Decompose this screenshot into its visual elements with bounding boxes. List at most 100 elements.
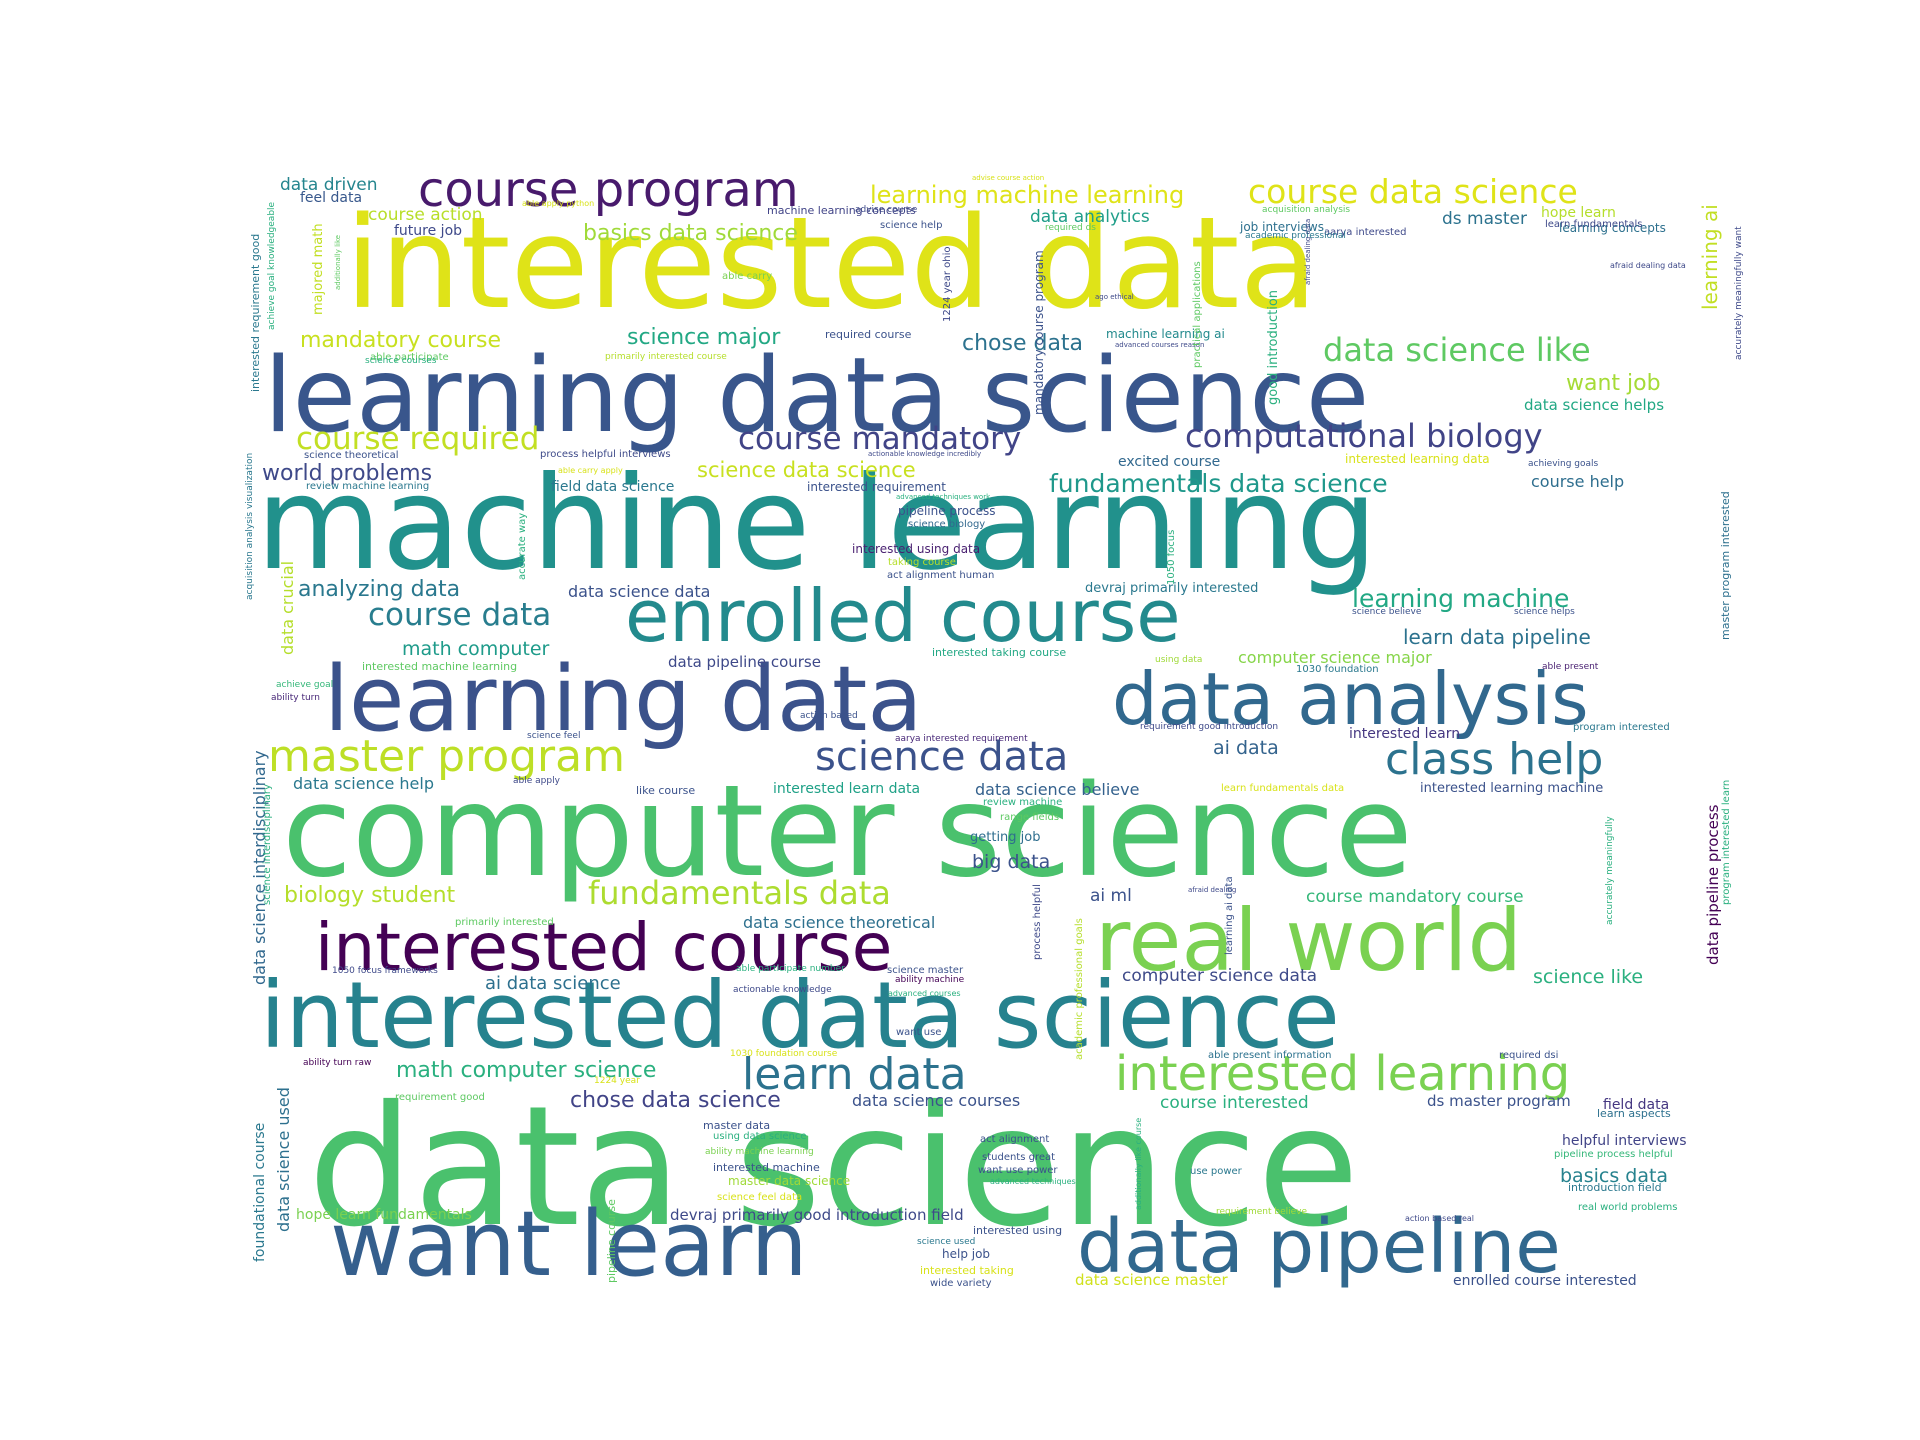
cloud-word: able present information xyxy=(1208,1050,1332,1061)
cloud-word: data science theoretical xyxy=(743,913,936,932)
cloud-word: able present xyxy=(1542,662,1599,672)
cloud-word: advanced courses reason xyxy=(1115,341,1205,349)
cloud-word: data crucial xyxy=(278,560,297,655)
cloud-word: science courses xyxy=(365,356,437,366)
cloud-word: data science data xyxy=(568,582,711,601)
cloud-word: learn data pipeline xyxy=(1403,625,1591,649)
cloud-word: want use xyxy=(896,1027,942,1038)
cloud-word: ai data science xyxy=(485,973,621,994)
cloud-word: aarya interested xyxy=(1324,227,1407,238)
cloud-word: class help xyxy=(1385,734,1604,785)
cloud-word: learning data science xyxy=(264,336,1370,456)
cloud-word: data analysis xyxy=(1112,657,1589,741)
cloud-word: data science like xyxy=(1323,331,1591,369)
cloud-word: able participate number xyxy=(736,964,845,974)
cloud-word: interested machine xyxy=(713,1161,820,1174)
cloud-word: science help xyxy=(880,220,943,231)
cloud-word: course required xyxy=(296,421,540,457)
cloud-word: additionally like xyxy=(334,234,342,290)
cloud-word: primarily interested course xyxy=(605,352,727,362)
cloud-word: learning data xyxy=(324,647,923,752)
cloud-word: interested taking xyxy=(920,1264,1014,1277)
cloud-word: learning ai xyxy=(1698,204,1722,310)
cloud-word: academic professional goals xyxy=(1074,918,1085,1060)
cloud-word: data science xyxy=(308,1071,1360,1264)
cloud-word: future job xyxy=(394,223,463,239)
cloud-word: able apply xyxy=(513,776,560,786)
cloud-word: computer science data xyxy=(1122,966,1318,986)
cloud-word: course action xyxy=(368,205,483,225)
cloud-word: fundamentals data science xyxy=(1049,469,1388,498)
cloud-word: enrolled course interested xyxy=(1453,1273,1637,1289)
cloud-word: advanced techniques work xyxy=(896,493,991,501)
cloud-word: want job xyxy=(1566,371,1661,396)
cloud-word: science theoretical xyxy=(304,450,399,461)
cloud-word: act alignment xyxy=(980,1134,1050,1145)
cloud-word: basics data xyxy=(1560,1165,1669,1187)
cloud-word: enrolled course xyxy=(625,574,1181,658)
cloud-word: wide variety xyxy=(930,1278,992,1289)
cloud-word: data science used xyxy=(274,1087,293,1232)
cloud-word: learning ai data xyxy=(1224,876,1235,955)
cloud-word: use power xyxy=(1190,1166,1242,1177)
cloud-word: interested requirement good xyxy=(249,233,262,392)
cloud-word: process helpful xyxy=(1032,884,1043,960)
cloud-word: data pipeline xyxy=(1077,1204,1561,1290)
cloud-word: program interested learn xyxy=(1721,779,1732,905)
cloud-word: mandatory course program xyxy=(1032,250,1046,415)
cloud-word: review machine xyxy=(983,797,1063,808)
cloud-word: interested taking course xyxy=(932,646,1067,659)
cloud-word: action based real xyxy=(1405,1214,1475,1223)
cloud-word: world problems xyxy=(262,461,433,486)
cloud-word: foundational course xyxy=(252,1122,268,1262)
cloud-word: big data xyxy=(972,851,1051,873)
cloud-word: able carry apply xyxy=(558,466,623,475)
cloud-word: job interviews xyxy=(1240,220,1324,234)
cloud-word: ability turn raw xyxy=(303,1058,372,1068)
cloud-word: achieve goal knowledgeable xyxy=(267,201,277,330)
cloud-word: data pipeline process xyxy=(1704,804,1722,965)
cloud-word: excited course xyxy=(1118,454,1221,470)
cloud-word: science believe xyxy=(1352,607,1422,617)
cloud-word: achieving goals xyxy=(1528,459,1599,469)
cloud-word: helpful interviews xyxy=(1562,1133,1687,1149)
cloud-word: ago ethical xyxy=(1095,293,1134,301)
cloud-word: course data science xyxy=(1248,172,1578,211)
cloud-word: range fields xyxy=(1000,812,1060,823)
cloud-word: using data science xyxy=(713,1131,807,1142)
cloud-word: learn data xyxy=(742,1049,967,1100)
cloud-word: course mandatory xyxy=(738,421,1022,457)
cloud-word: required dsi xyxy=(1499,1050,1559,1061)
cloud-word: course mandatory course xyxy=(1306,887,1524,907)
cloud-word: advise course action xyxy=(972,174,1045,182)
cloud-word: computer science major xyxy=(1238,648,1432,667)
cloud-word: hope learn xyxy=(1541,205,1616,221)
cloud-word: primarily interested xyxy=(455,917,554,928)
cloud-word: requirement good xyxy=(395,1092,485,1103)
cloud-word: computational biology xyxy=(1185,417,1543,455)
cloud-word: math computer xyxy=(402,638,550,660)
cloud-word: interested requirement xyxy=(807,480,946,494)
cloud-word: learning concepts xyxy=(1559,221,1666,235)
cloud-word: fundamentals data xyxy=(588,874,891,912)
cloud-word: taking course xyxy=(888,557,956,568)
cloud-word: advanced courses xyxy=(888,989,961,998)
cloud-word: science data xyxy=(815,734,1069,780)
cloud-word: acquisition analysis xyxy=(1262,205,1351,215)
cloud-word: achieve goal xyxy=(276,680,334,690)
cloud-word: practical applications xyxy=(1192,261,1203,368)
cloud-word: interested learn data xyxy=(773,781,921,797)
cloud-word: data science help xyxy=(293,774,434,793)
cloud-word: master data xyxy=(703,1119,771,1132)
cloud-word: afraid dealing data xyxy=(1304,218,1312,285)
cloud-word: hope learn fundamentals xyxy=(296,1207,472,1223)
cloud-word: accurately meaningfully want xyxy=(1734,226,1744,360)
cloud-word: ability turn xyxy=(271,693,320,703)
cloud-word: want use power xyxy=(978,1165,1058,1176)
cloud-word: interested course xyxy=(315,909,893,986)
cloud-word: 1050 focus xyxy=(1166,529,1177,585)
cloud-word: 1050 focus frameworks xyxy=(332,966,438,976)
cloud-word: ai data xyxy=(1213,737,1279,759)
cloud-word: machine learning ai xyxy=(1106,327,1225,341)
